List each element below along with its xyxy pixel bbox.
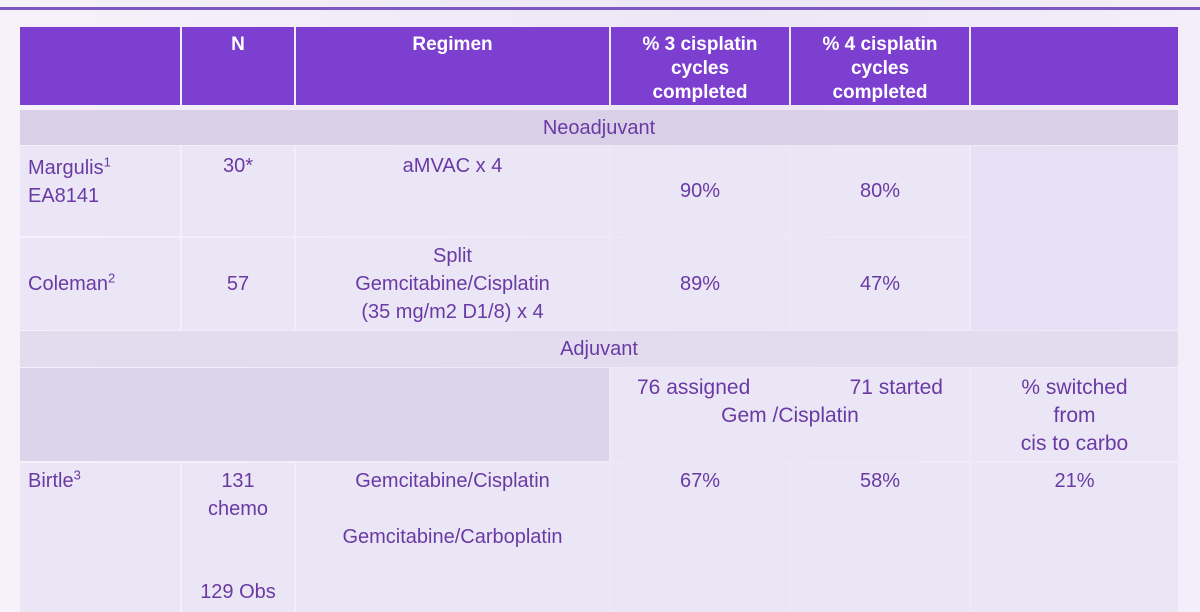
n-cell: 57 [182, 238, 294, 330]
header-cell: % 3 cisplatin cycles completed [611, 27, 789, 105]
subheader-text: cis to carbo [1020, 432, 1129, 455]
n-text: chemo [207, 498, 269, 520]
n-text: 131 [221, 470, 255, 492]
value-text: 67% [679, 470, 721, 492]
study-name: Coleman [28, 273, 109, 295]
subheader-text: % switched [1021, 376, 1128, 399]
subheader-text: 76 assigned [637, 376, 751, 399]
header-cell: % 4 cisplatin cycles completed [791, 27, 969, 105]
value-text: 90% [679, 180, 721, 202]
subheader-text: from [1053, 404, 1096, 427]
header-cell [971, 27, 1178, 105]
reference: 2 [108, 270, 116, 286]
reference: 1 [103, 154, 111, 170]
value-text: 89% [679, 273, 721, 295]
empty-cell [971, 146, 1178, 330]
regimen-text: Gemcitabine/Carboplatin [342, 526, 563, 548]
study-cell: Coleman2 [20, 238, 180, 330]
value-text: 58% [859, 470, 901, 492]
header-text: % 3 cisplatin [642, 34, 758, 55]
top-rule [0, 7, 1200, 10]
subheader-text: 71 started [849, 376, 943, 399]
header-text: % 4 cisplatin [822, 34, 938, 55]
value-text: 47% [859, 273, 901, 295]
empty-cell [20, 368, 609, 461]
header-text: cycles [670, 58, 730, 79]
value-cell: 90% [611, 146, 789, 236]
value-cell: 89% [611, 238, 789, 330]
n-cell: 131 chemo 129 Obs [182, 463, 294, 612]
header-text: Regimen [412, 34, 493, 55]
regimen-cell: Split Gemcitabine/Cisplatin (35 mg/m2 D1… [296, 238, 609, 330]
study-name: Margulis [28, 157, 104, 179]
regimen-text: Split [433, 245, 472, 267]
value-cell: 67% [611, 463, 789, 612]
n-cell: 30* [182, 146, 294, 236]
regimen-text: Gemcitabine/Cisplatin [355, 273, 550, 295]
section-title: Adjuvant [20, 331, 1178, 367]
regimen-text: (35 mg/m2 D1/8) x 4 [361, 301, 544, 323]
subheader-cell: % switched from cis to carbo [971, 368, 1178, 461]
regimen-cell: Gemcitabine/Cisplatin Gemcitabine/Carbop… [296, 463, 609, 612]
n-text: 57 [226, 273, 250, 295]
study-name: Birtle [28, 470, 74, 492]
value-text: 21% [1054, 470, 1095, 492]
header-cell: Regimen [296, 27, 609, 105]
value-text: 80% [859, 180, 901, 202]
header-text: cycles [850, 58, 910, 79]
value-cell: 80% [791, 146, 969, 236]
header-cell [20, 27, 180, 105]
trial-id: EA8141 [28, 185, 100, 207]
subheader-text: Gem /Cisplatin [721, 404, 859, 427]
regimen-text: Gemcitabine/Cisplatin [355, 470, 550, 492]
n-text: 129 Obs [200, 581, 276, 603]
header-text: completed [652, 82, 748, 103]
section-title: Neoadjuvant [20, 110, 1178, 145]
value-cell: 47% [791, 238, 969, 330]
value-cell: 58% [791, 463, 969, 612]
regimen-cell: aMVAC x 4 [296, 146, 609, 236]
study-cell: Margulis1 EA8141 [20, 146, 180, 236]
study-cell: Birtle3 [20, 463, 180, 612]
header-text: N [231, 34, 245, 55]
value-cell: 21% [971, 463, 1178, 612]
subheader-cell: 76 assigned 71 started Gem /Cisplatin [611, 368, 969, 461]
regimen-text: aMVAC x 4 [402, 155, 503, 177]
header-cell: N [182, 27, 294, 105]
header-text: completed [832, 82, 928, 103]
reference: 3 [73, 467, 81, 483]
n-text: 30* [222, 155, 254, 177]
